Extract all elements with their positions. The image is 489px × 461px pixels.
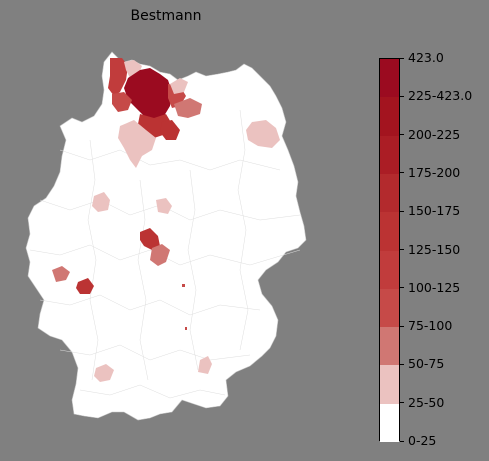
tick-mark — [400, 363, 404, 365]
tick-mark — [400, 440, 404, 442]
colorbar-band — [380, 365, 399, 405]
country-outline — [25, 51, 307, 421]
tick-label: 150-175 — [408, 203, 461, 219]
region-north-light — [170, 78, 188, 94]
region-saar — [52, 266, 70, 282]
colorbar-ticks: 423.0 225-423.0 200-225 175-200 150-175 125-1… — [400, 50, 485, 448]
colorbar — [379, 58, 400, 443]
region-hamburg-south — [160, 120, 180, 140]
tick-label: 175-200 — [408, 164, 461, 180]
region-sh-core — [124, 68, 172, 120]
tick-mark — [400, 402, 404, 404]
tick-label: 0-25 — [408, 433, 437, 448]
tick-mark — [400, 325, 404, 327]
region-tiny-spot-1 — [182, 284, 185, 287]
region-nrw-spot — [92, 192, 110, 212]
region-pfalz — [76, 278, 94, 294]
tick-mark — [400, 57, 404, 59]
tick-mark — [400, 172, 404, 174]
colorbar-band — [380, 135, 399, 175]
tick-mark — [400, 134, 404, 136]
region-lower-saxony-north — [112, 92, 132, 112]
colorbar-band — [380, 327, 399, 366]
region-bavaria-spot — [198, 356, 212, 374]
tick-label: 200-225 — [408, 126, 461, 142]
tick-label: 225-423.0 — [408, 88, 473, 104]
colorbar-band — [380, 212, 399, 251]
region-mecklenburg-west — [174, 98, 202, 118]
region-tiny-spot-2 — [185, 327, 187, 330]
tick-mark — [400, 210, 404, 212]
region-lower-saxony-light — [118, 120, 156, 168]
colorbar-band — [380, 403, 399, 443]
region-hessen-spot — [150, 244, 170, 266]
tick-label: 75-100 — [408, 318, 453, 334]
colorbar-band — [380, 288, 399, 328]
region-thuringia-spot — [156, 198, 172, 214]
tick-label: 125-150 — [408, 241, 461, 257]
tick-label: 100-125 — [408, 279, 461, 295]
district-borders — [29, 109, 301, 399]
region-uckermark — [246, 120, 280, 148]
tick-mark — [400, 249, 404, 250]
tick-label: 423.0 — [408, 50, 444, 65]
colorbar-band — [380, 97, 399, 137]
tick-label: 25-50 — [408, 394, 445, 410]
tick-label: 50-75 — [408, 356, 445, 372]
region-baden-spot — [94, 364, 114, 382]
region-hessen-north — [140, 228, 160, 250]
germany-map — [25, 51, 307, 421]
tick-mark — [400, 95, 404, 97]
map-title: Bestmann — [130, 8, 202, 24]
colorbar-band — [380, 250, 399, 290]
colorbar-band — [380, 173, 399, 213]
tick-mark — [400, 287, 404, 289]
region-sh-west — [108, 58, 128, 96]
colorbar-band — [380, 59, 399, 98]
